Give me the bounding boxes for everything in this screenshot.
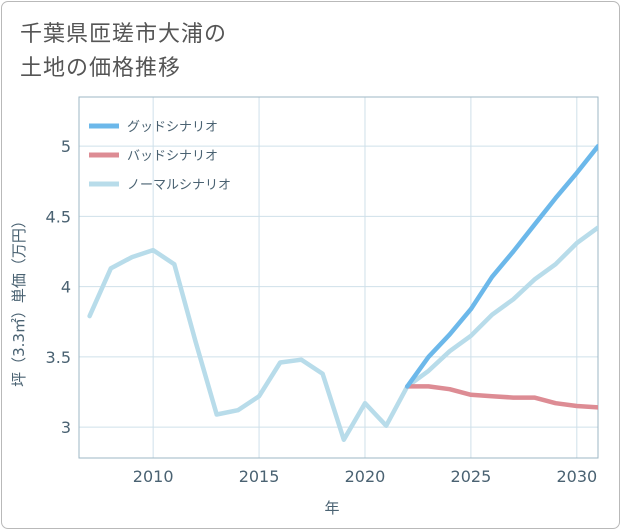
x-tick-label: 2020 — [345, 467, 386, 486]
legend-label: グッドシナリオ — [127, 120, 218, 135]
x-tick-label: 2030 — [556, 467, 597, 486]
chart-title-line1: 千葉県匝瑳市大浦の — [20, 22, 228, 47]
plot-area-border — [78, 96, 599, 459]
legend-label: バッドシナリオ — [127, 149, 218, 164]
y-axis-ticks: 3 3.5 4 4.5 5 — [46, 137, 71, 437]
grid — [79, 97, 598, 458]
series-line-0 — [405, 143, 598, 389]
y-tick-label: 3 — [61, 418, 71, 437]
chart-title-line2: 土地の価格推移 — [20, 56, 182, 81]
series-line-2 — [87, 225, 598, 442]
series-line-1 — [405, 384, 598, 410]
y-tick-label: 4.5 — [46, 207, 71, 226]
y-tick-label: 3.5 — [46, 348, 71, 367]
chart-title: 千葉県匝瑳市大浦の 土地の価格推移 — [20, 18, 227, 86]
x-tick-label: 2010 — [133, 467, 174, 486]
x-tick-label: 2015 — [239, 467, 280, 486]
x-axis-ticks: 2010 2015 2020 2025 2030 — [133, 467, 597, 486]
y-axis-label: 坪（3.3㎡）単価（万円） — [10, 213, 28, 387]
x-axis-label: 年 — [324, 499, 339, 517]
y-tick-label: 4 — [61, 278, 71, 297]
legend-label: ノーマルシナリオ — [127, 178, 231, 193]
series-lines — [87, 143, 598, 442]
x-tick-label: 2025 — [451, 467, 492, 486]
y-tick-label: 5 — [61, 137, 71, 156]
